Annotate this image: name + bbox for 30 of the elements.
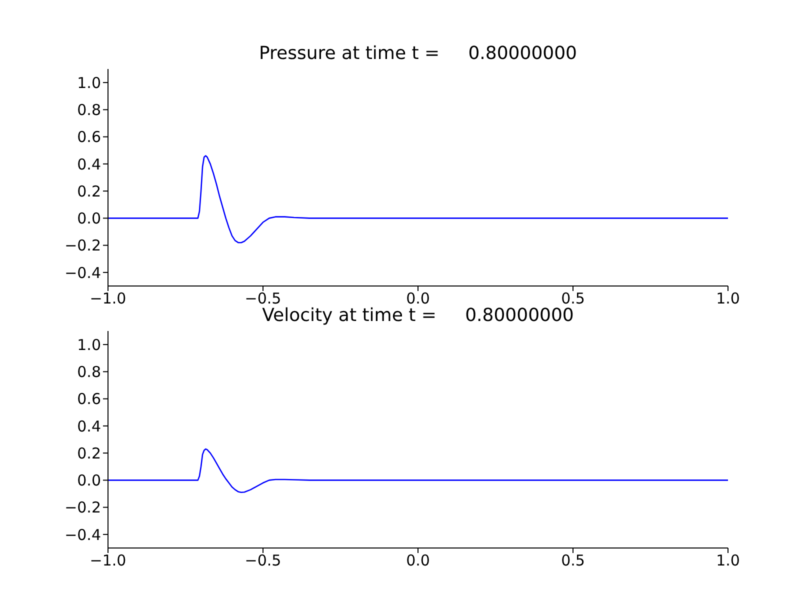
line-series [108,155,728,244]
y-tick-label: 0.8 [77,363,101,382]
x-tick-label: 0.5 [561,290,585,308]
x-tick-label: −0.5 [244,290,282,308]
y-tick-label: 0.6 [77,390,101,408]
y-tick-label: −0.4 [64,526,101,544]
y-tick-label: −0.4 [64,264,101,282]
x-tick-label: 0.0 [406,290,430,308]
y-tick-label: 0.0 [77,210,101,228]
x-tick-label: 0.0 [406,552,430,570]
line-series [108,448,728,494]
y-tick-label: 0.4 [77,155,101,174]
x-tick-label: 1.0 [716,290,740,308]
y-tick-label: 0.0 [77,472,101,490]
y-tick-label: −0.2 [64,236,101,255]
chart-title: Velocity at time t = 0.80000000 [262,305,574,326]
x-tick-label: −1.0 [90,552,126,570]
y-tick-label: −0.2 [64,498,101,517]
y-tick-label: 0.2 [77,182,101,200]
x-tick-label: 0.5 [561,552,585,570]
y-tick-label: 1.0 [77,74,101,92]
x-tick-label: −1.0 [90,290,126,308]
y-tick-label: 0.4 [77,417,101,436]
y-tick-label: 1.0 [77,336,101,354]
x-tick-label: 1.0 [716,552,740,570]
y-tick-label: 0.2 [77,444,101,462]
chart-title: Pressure at time t = 0.80000000 [258,43,578,65]
y-tick-label: 0.6 [77,128,101,146]
y-tick-label: 0.8 [77,101,101,120]
x-tick-label: −0.5 [244,552,282,570]
